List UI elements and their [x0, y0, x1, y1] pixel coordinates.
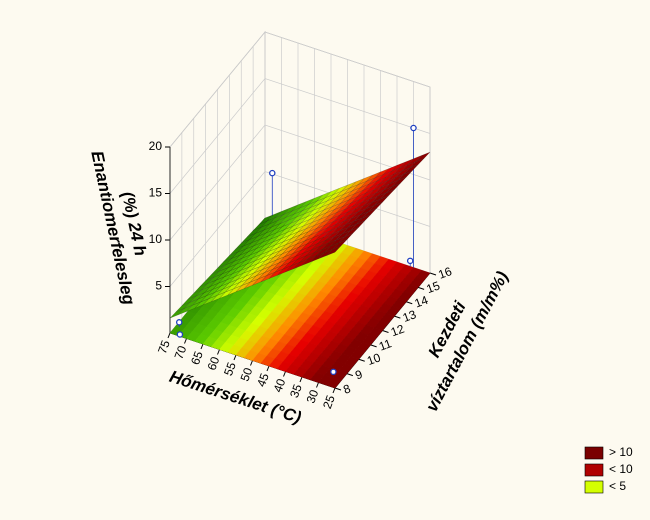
surface — [226, 241, 284, 281]
surface — [301, 227, 359, 266]
x-tick-label: 50 — [238, 366, 256, 384]
y-tick — [394, 315, 401, 319]
x-tick-label: 60 — [205, 355, 223, 373]
legend-swatch — [584, 446, 604, 460]
legend-label: > 10 — [609, 445, 633, 459]
legend-label: < 10 — [609, 462, 633, 476]
floor-contour-facet — [326, 377, 342, 389]
legend-swatch — [584, 480, 604, 494]
x-tick-label: 30 — [304, 388, 322, 406]
surface — [193, 254, 251, 294]
y-tick-label: 8 — [341, 381, 352, 397]
x-tick — [184, 338, 187, 344]
x-tick-label: 40 — [271, 377, 289, 395]
x-tick-label: 75 — [155, 338, 173, 356]
y-tick — [417, 286, 425, 290]
surface — [169, 279, 227, 319]
y-tick — [346, 373, 354, 377]
z-tick-label: 20 — [149, 139, 163, 153]
floor-contour — [283, 268, 341, 309]
surface — [259, 228, 317, 267]
surface — [373, 151, 431, 191]
y-tick-label: 15 — [424, 278, 442, 296]
data-point — [175, 319, 183, 326]
x-tick — [250, 360, 253, 366]
legend-swatch — [584, 463, 604, 477]
y-tick-label: 11 — [377, 336, 394, 354]
surface — [283, 203, 341, 242]
floor-contour — [349, 290, 407, 331]
floor-contour — [316, 279, 374, 320]
y-tick — [429, 272, 437, 276]
floor-contour — [301, 348, 360, 389]
x-tick — [316, 382, 319, 388]
x-tick-label: 70 — [172, 344, 190, 362]
x-tick-label: 35 — [287, 382, 305, 400]
data-point — [410, 124, 417, 132]
floor-contour — [169, 304, 228, 345]
grid-line — [169, 31, 431, 148]
x-tick — [167, 332, 171, 339]
y-tick — [406, 301, 413, 305]
surface — [250, 216, 308, 256]
surface — [307, 178, 365, 217]
surface — [274, 191, 332, 230]
floor-contour — [259, 297, 317, 338]
y-tick — [358, 358, 365, 362]
floor-contour — [226, 286, 284, 327]
surface — [268, 240, 326, 279]
x-tick — [283, 371, 286, 377]
surface-facet — [409, 158, 425, 169]
x-tick-label: 45 — [254, 371, 272, 389]
surface — [235, 253, 293, 292]
x-tick-label: 55 — [221, 360, 239, 378]
surface-facet — [385, 183, 401, 194]
y-tick — [370, 344, 377, 348]
z-tick-label: 10 — [149, 232, 163, 246]
data-point — [269, 169, 276, 177]
y-tick-label: 9 — [353, 367, 364, 383]
z-tick-label: 15 — [149, 186, 163, 200]
y-tick-label: 10 — [365, 350, 383, 368]
floor-contour — [268, 337, 327, 378]
x-tick — [332, 387, 336, 394]
y-tick-label: 14 — [413, 293, 431, 311]
surface — [217, 229, 275, 269]
floor-contour — [372, 261, 431, 303]
y-tick-label: 12 — [389, 321, 407, 339]
floor-contour — [325, 319, 383, 360]
data-point — [406, 257, 414, 265]
floor-contour — [202, 315, 261, 356]
data-point — [330, 368, 337, 376]
surface — [325, 202, 383, 241]
surface — [292, 215, 350, 254]
floor-contour — [292, 308, 350, 349]
y-tick-label: 13 — [401, 307, 419, 325]
legend-label: < 5 — [609, 479, 626, 493]
y-tick — [382, 330, 389, 333]
surface — [316, 190, 374, 229]
y-tick-label: 16 — [436, 264, 454, 282]
floor-contour — [235, 326, 294, 367]
x-tick — [233, 354, 237, 361]
x-tick — [266, 365, 270, 372]
surface — [349, 176, 407, 216]
x-tick-label: 65 — [188, 349, 206, 367]
x-tick-label: 25 — [320, 393, 338, 411]
surface-facet — [326, 245, 342, 256]
x-tick — [200, 343, 204, 350]
x-tick — [299, 376, 303, 383]
surface-facet — [397, 170, 413, 181]
x-tick — [217, 349, 220, 355]
floor-contour — [306, 239, 365, 281]
z-tick-label: 5 — [155, 279, 162, 293]
data-point — [176, 331, 184, 338]
surface — [340, 165, 398, 204]
y-tick — [334, 387, 342, 391]
